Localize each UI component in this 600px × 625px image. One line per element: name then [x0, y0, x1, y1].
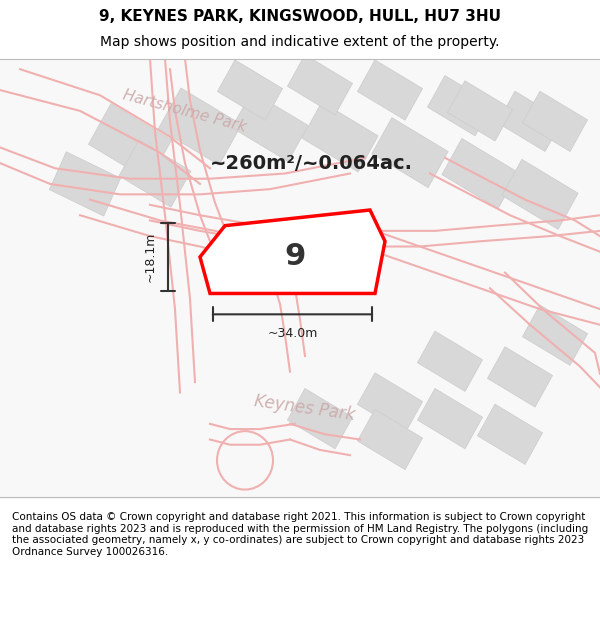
Polygon shape — [88, 104, 172, 181]
Polygon shape — [287, 54, 353, 115]
Polygon shape — [523, 305, 587, 366]
Text: Keynes Park: Keynes Park — [253, 392, 356, 424]
Polygon shape — [49, 152, 121, 216]
Polygon shape — [200, 210, 385, 294]
Polygon shape — [302, 102, 378, 172]
Polygon shape — [523, 91, 587, 151]
Polygon shape — [497, 91, 563, 151]
Polygon shape — [487, 347, 553, 407]
Polygon shape — [442, 139, 518, 209]
Polygon shape — [418, 331, 482, 391]
Polygon shape — [427, 76, 493, 136]
Polygon shape — [502, 159, 578, 229]
Text: ~34.0m: ~34.0m — [268, 327, 317, 339]
Polygon shape — [232, 91, 308, 162]
Polygon shape — [119, 140, 191, 208]
Polygon shape — [418, 389, 482, 449]
Polygon shape — [217, 60, 283, 120]
Polygon shape — [358, 409, 422, 469]
Text: Contains OS data © Crown copyright and database right 2021. This information is : Contains OS data © Crown copyright and d… — [12, 512, 588, 557]
Polygon shape — [372, 118, 448, 188]
Text: 9: 9 — [284, 242, 305, 271]
Text: ~260m²/~0.064ac.: ~260m²/~0.064ac. — [210, 154, 413, 173]
Text: Hartsholme Park: Hartsholme Park — [122, 88, 248, 134]
Polygon shape — [358, 373, 422, 433]
Polygon shape — [287, 389, 353, 449]
Polygon shape — [358, 60, 422, 120]
Polygon shape — [478, 404, 542, 464]
Polygon shape — [158, 88, 242, 165]
FancyBboxPatch shape — [0, 59, 600, 497]
Polygon shape — [448, 81, 512, 141]
Text: 9, KEYNES PARK, KINGSWOOD, HULL, HU7 3HU: 9, KEYNES PARK, KINGSWOOD, HULL, HU7 3HU — [99, 9, 501, 24]
Text: Map shows position and indicative extent of the property.: Map shows position and indicative extent… — [100, 35, 500, 49]
Text: ~18.1m: ~18.1m — [143, 232, 157, 282]
